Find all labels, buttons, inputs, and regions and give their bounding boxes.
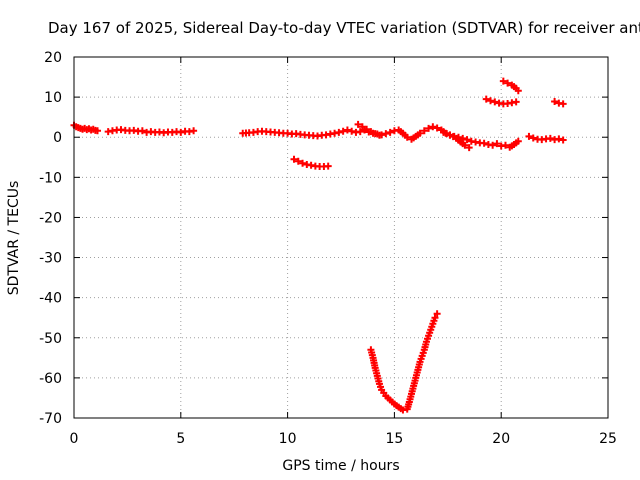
data-point [555, 135, 563, 143]
data-point [559, 136, 567, 144]
x-axis-title: GPS time / hours [282, 458, 399, 474]
data-point [499, 77, 507, 85]
data-point [463, 136, 471, 144]
data-point [425, 124, 433, 132]
y-axis-title: SDTVAR / TECUs [6, 181, 22, 296]
data-point [93, 127, 101, 135]
data-point [177, 128, 185, 136]
data-point [348, 127, 356, 135]
data-point [354, 120, 362, 128]
data-point [335, 128, 343, 136]
x-tick-label: 5 [176, 431, 185, 447]
grid-lines [74, 57, 608, 418]
data-point [431, 314, 439, 322]
data-point [420, 127, 428, 135]
data-point [386, 128, 394, 136]
data-point [512, 98, 520, 106]
data-point [493, 140, 501, 148]
data-point [489, 141, 497, 149]
data-point [403, 133, 411, 141]
data-point [138, 127, 146, 135]
data-point [504, 79, 512, 87]
data-point [465, 144, 473, 152]
y-tick-label: -40 [39, 291, 62, 307]
data-point [433, 310, 441, 318]
data-point [514, 87, 522, 95]
data-point [356, 128, 364, 136]
y-tick-label: -30 [39, 251, 62, 267]
data-point [382, 130, 390, 138]
data-point [416, 129, 424, 137]
data-point [433, 124, 441, 132]
y-tick-label: -60 [39, 371, 62, 387]
data-points [70, 77, 567, 414]
data-point [487, 97, 495, 105]
data-point [559, 100, 567, 108]
axis-ticks: 0 5 10 15 20 25 20 10 0 -10 -20 -30 -40 -50 -60 -70 [39, 50, 617, 447]
y-tick-label: 10 [44, 90, 62, 106]
data-point [367, 128, 375, 136]
y-tick-label: -50 [39, 331, 62, 347]
data-point [529, 134, 537, 142]
data-point [299, 159, 307, 167]
data-point [514, 137, 522, 145]
y-tick-label: -20 [39, 210, 62, 226]
data-point [482, 95, 490, 103]
data-point [190, 127, 198, 135]
data-point [339, 127, 347, 135]
plot-frame [73, 56, 609, 419]
x-tick-label: 10 [279, 431, 297, 447]
data-point [491, 98, 499, 106]
x-tick-label: 0 [70, 431, 79, 447]
y-tick-label: -10 [39, 170, 62, 186]
y-tick-label: 0 [53, 130, 62, 146]
data-point [525, 132, 533, 140]
data-point [480, 139, 488, 147]
data-point [501, 141, 509, 149]
data-point [358, 123, 366, 131]
y-tick-label: -70 [39, 411, 62, 427]
data-point [375, 131, 383, 139]
data-point [290, 155, 298, 163]
y-tick-label: 20 [44, 50, 62, 66]
data-point [546, 134, 554, 142]
data-point [343, 126, 351, 134]
data-point [363, 125, 371, 133]
x-tick-label: 25 [599, 431, 617, 447]
data-point [294, 157, 302, 165]
data-point [371, 130, 379, 138]
chart-title: Day 167 of 2025, Sidereal Day-to-day VTE… [48, 19, 640, 37]
data-point [461, 141, 469, 149]
data-point [324, 162, 332, 170]
data-point [429, 123, 437, 131]
data-point [551, 98, 559, 106]
x-tick-label: 20 [492, 431, 510, 447]
x-tick-label: 15 [385, 431, 403, 447]
